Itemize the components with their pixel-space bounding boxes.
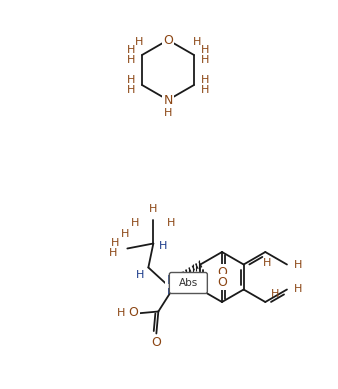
Text: H: H xyxy=(193,37,201,47)
Text: H: H xyxy=(135,37,143,47)
Text: O: O xyxy=(217,266,227,279)
Text: H: H xyxy=(127,85,135,95)
Text: N: N xyxy=(163,93,173,107)
Text: H: H xyxy=(167,287,175,296)
Text: H: H xyxy=(201,55,209,65)
Text: H: H xyxy=(191,275,199,284)
Text: H: H xyxy=(109,249,118,259)
Text: H: H xyxy=(131,217,140,228)
Text: H: H xyxy=(159,240,168,251)
Text: O: O xyxy=(151,336,161,349)
Text: H: H xyxy=(201,75,209,85)
Text: H: H xyxy=(263,258,271,268)
Text: Abs: Abs xyxy=(179,279,198,289)
Text: H: H xyxy=(294,259,302,270)
Text: H: H xyxy=(127,45,135,55)
Text: N: N xyxy=(167,274,176,287)
Text: H: H xyxy=(121,228,129,238)
Text: H: H xyxy=(294,284,302,294)
Text: H: H xyxy=(127,75,135,85)
Text: H: H xyxy=(199,273,208,284)
Text: H: H xyxy=(149,203,158,214)
Text: H: H xyxy=(271,289,280,299)
Text: H: H xyxy=(167,217,175,228)
Text: H: H xyxy=(164,108,172,118)
Text: H: H xyxy=(127,55,135,65)
Text: H: H xyxy=(201,45,209,55)
Text: O: O xyxy=(128,306,138,319)
Text: H: H xyxy=(117,307,125,317)
Text: H: H xyxy=(111,238,120,247)
Text: O: O xyxy=(163,33,173,47)
FancyBboxPatch shape xyxy=(169,273,207,293)
Text: O: O xyxy=(217,275,227,289)
Text: H: H xyxy=(201,85,209,95)
Text: H: H xyxy=(136,270,145,280)
Text: H: H xyxy=(176,275,185,284)
